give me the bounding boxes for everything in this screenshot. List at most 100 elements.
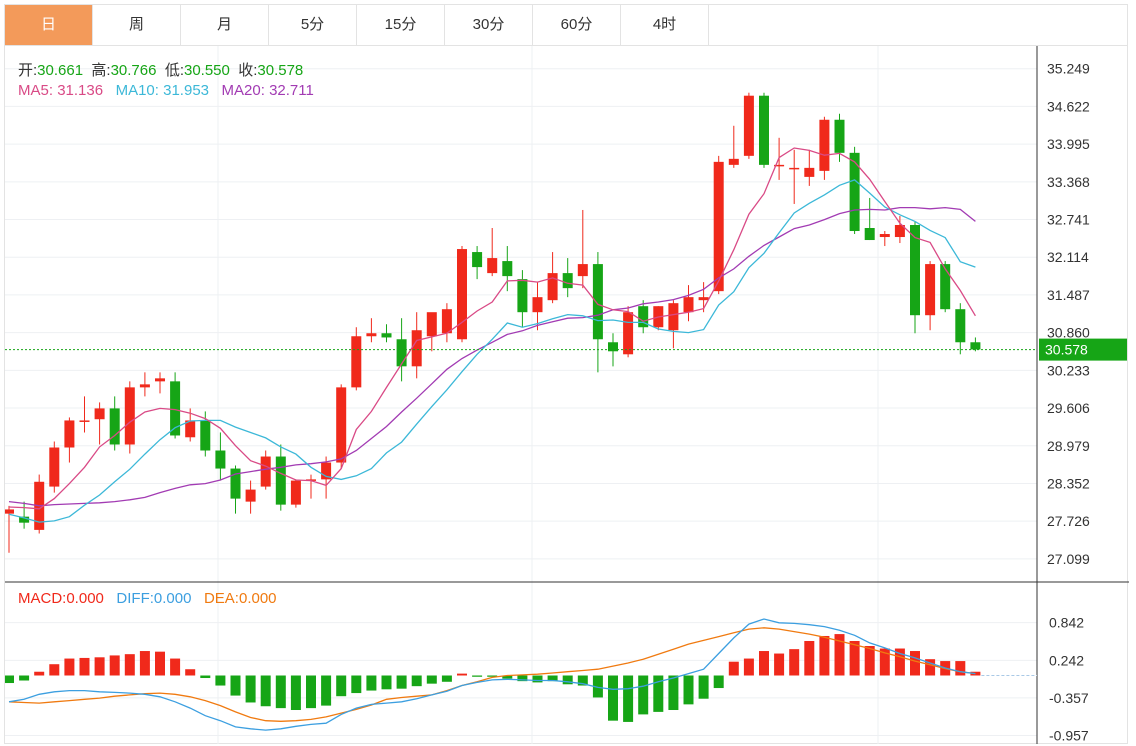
tab-4hour[interactable]: 4时 — [621, 5, 709, 45]
macd-bar — [155, 651, 165, 676]
macd-bar — [306, 675, 316, 709]
macd-bar — [79, 657, 90, 676]
tab-5min[interactable]: 5分 — [269, 5, 357, 45]
macd-bar — [743, 658, 754, 676]
y-tick-label: 28.352 — [1047, 475, 1090, 491]
candle-body — [351, 336, 362, 388]
macd-bar — [487, 675, 498, 677]
candle-body — [638, 306, 649, 328]
macd-bar — [441, 675, 452, 682]
ma5-value: 31.136 — [57, 82, 104, 99]
candle-body — [864, 228, 875, 241]
chart-canvas[interactable]: 30.578 35.249 34.622 33.995 33.368 32.741 32.1… — [5, 46, 1129, 744]
macd-bar — [502, 675, 513, 679]
macd-bar — [849, 640, 860, 676]
candle-body — [834, 119, 845, 153]
candle-body — [562, 273, 573, 289]
macd-bar — [457, 673, 467, 676]
candle-body — [623, 312, 634, 355]
period-tabs: 日 周 月 5分 15分 30分 60分 4时 — [4, 4, 1128, 46]
candle-body — [910, 224, 920, 316]
macd-bar — [728, 661, 739, 676]
candle-body — [879, 234, 890, 238]
y-tick-label: 27.726 — [1047, 513, 1090, 529]
macd-bar — [532, 675, 543, 683]
candle-body — [592, 264, 603, 340]
tab-day[interactable]: 日 — [5, 5, 93, 45]
y-tick-label: 27.099 — [1047, 551, 1090, 567]
macd-bar — [623, 675, 634, 722]
ma5-legend: MA5: 31.136 — [18, 82, 103, 99]
y-tick-label: 33.368 — [1047, 174, 1090, 190]
candle-body — [819, 119, 830, 171]
candle-body — [64, 420, 75, 448]
y-tick-label: 33.995 — [1047, 136, 1090, 152]
candle-body — [49, 447, 60, 487]
macd-bar — [774, 653, 785, 676]
candle-body — [396, 339, 407, 367]
high-value: 30.766 — [110, 62, 157, 79]
last-price-label: 30.578 — [1045, 342, 1088, 358]
candle-body — [260, 456, 271, 487]
y-tick-label: 34.622 — [1047, 98, 1090, 114]
macd-bar — [64, 658, 75, 676]
ma10-legend: MA10: 31.953 — [116, 82, 209, 99]
candle-body — [321, 462, 332, 480]
candle-body — [532, 297, 543, 313]
low-label: 低: — [164, 62, 184, 79]
macd-tick-label: 0.842 — [1049, 615, 1084, 631]
open-value: 30.661 — [37, 62, 84, 79]
dea-line — [8, 627, 976, 722]
candle-body — [804, 167, 815, 177]
macd-bar — [562, 675, 573, 685]
candle-body — [743, 95, 754, 156]
candle-body — [441, 309, 452, 334]
candle-body — [336, 387, 347, 463]
macd-bar — [124, 654, 135, 676]
candle-body — [230, 468, 241, 499]
macd-bar — [34, 671, 45, 676]
tab-30min[interactable]: 30分 — [445, 5, 533, 45]
low-value: 30.550 — [183, 62, 230, 79]
macd-bar — [789, 649, 800, 676]
ma-readout: MA5: 31.136 MA10: 31.953 MA20: 32.711 — [18, 82, 314, 99]
candle-body — [547, 273, 558, 301]
ma20-label: MA20: — [221, 82, 265, 99]
candle-body — [502, 261, 513, 277]
ma10-value: 31.953 — [163, 82, 210, 99]
candle-body — [487, 258, 498, 274]
macd-label: MACD: — [18, 590, 67, 607]
tab-60min[interactable]: 60分 — [533, 5, 621, 45]
macd-bar — [668, 675, 679, 711]
macd-bar — [472, 675, 483, 677]
macd-bar — [698, 675, 709, 699]
candle-body — [215, 450, 226, 469]
macd-bar — [411, 675, 422, 687]
candle-body — [245, 489, 256, 502]
tab-15min[interactable]: 15分 — [357, 5, 445, 45]
macd-bar — [351, 675, 362, 694]
ma5-label: MA5: — [18, 82, 54, 99]
macd-bar — [759, 651, 769, 676]
candle-body — [789, 167, 800, 170]
candle-body — [79, 420, 90, 422]
dea-legend: DEA:0.000 — [204, 590, 277, 607]
macd-bar — [336, 675, 347, 697]
candle-body — [381, 333, 392, 338]
close-value: 30.578 — [257, 62, 304, 79]
macd-bar — [19, 675, 30, 681]
candle-body — [457, 249, 467, 340]
macd-bar — [230, 675, 241, 696]
chart-area[interactable]: 30.578 35.249 34.622 33.995 33.368 32.741 32.1… — [4, 46, 1129, 744]
tab-month[interactable]: 月 — [181, 5, 269, 45]
y-tick-label: 32.741 — [1047, 212, 1090, 228]
tab-week[interactable]: 周 — [93, 5, 181, 45]
candle-body — [925, 264, 936, 316]
candle-body — [170, 381, 181, 436]
macd-bar — [517, 675, 528, 682]
close-label: 收: — [238, 62, 258, 79]
candle-body — [683, 297, 694, 313]
macd-bar — [894, 648, 905, 676]
candle-body — [955, 309, 966, 343]
macd-tick-label: 0.242 — [1049, 652, 1084, 668]
